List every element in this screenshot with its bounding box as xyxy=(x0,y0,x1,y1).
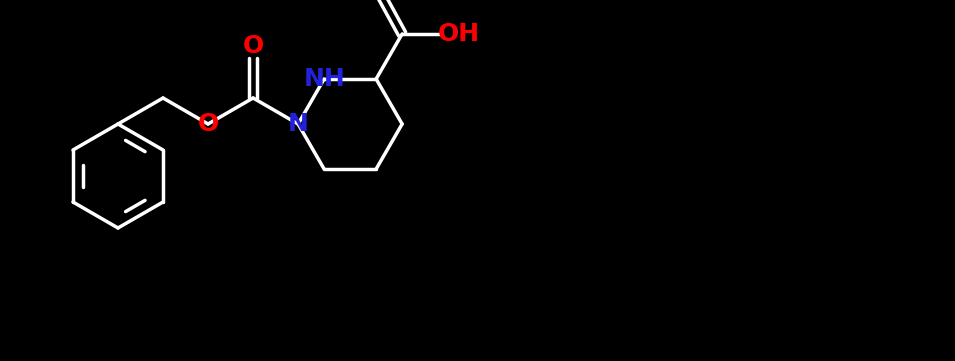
Text: O: O xyxy=(198,112,219,136)
Text: N: N xyxy=(287,112,308,136)
Text: OH: OH xyxy=(438,22,480,46)
Text: NH: NH xyxy=(304,67,345,91)
Text: O: O xyxy=(366,0,387,1)
Text: O: O xyxy=(243,34,264,58)
